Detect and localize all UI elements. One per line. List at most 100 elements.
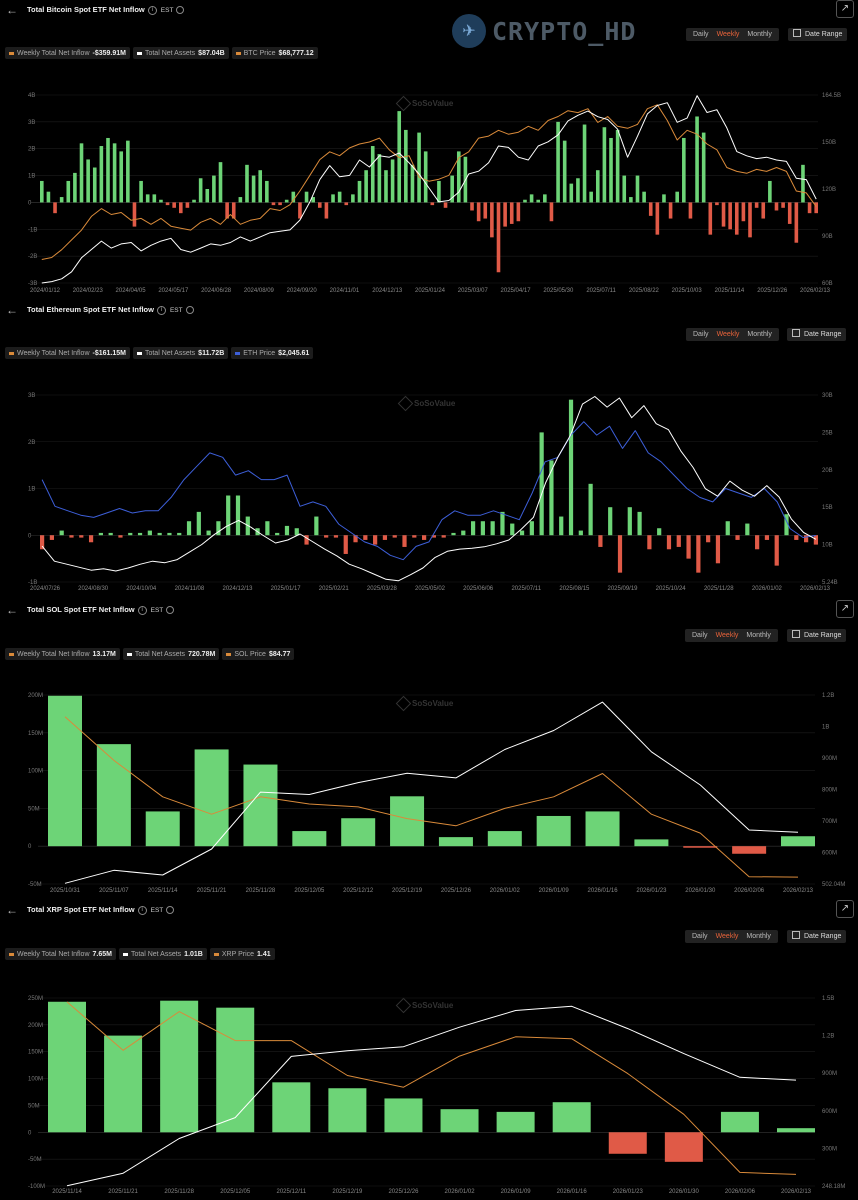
panel-header: ← Total Ethereum Spot ETF Net Inflow i EST bbox=[0, 300, 858, 320]
price-line bbox=[64, 716, 799, 878]
x-tick-label: 2024/04/05 bbox=[116, 288, 147, 294]
outflow-bar bbox=[431, 535, 436, 538]
date-range-button[interactable]: Date Range bbox=[787, 930, 847, 943]
tab-weekly[interactable]: Weekly bbox=[715, 933, 739, 940]
info-icon[interactable]: i bbox=[156, 305, 166, 315]
inflow-bar bbox=[510, 523, 515, 536]
tab-daily[interactable]: Daily bbox=[693, 31, 709, 38]
date-range-button[interactable]: Date Range bbox=[788, 28, 848, 41]
tab-daily[interactable]: Daily bbox=[692, 933, 708, 940]
outflow-bar bbox=[490, 202, 494, 238]
panel-header: ← Total Bitcoin Spot ETF Net Inflow i EST … bbox=[0, 0, 858, 20]
share-icon[interactable]: ↗ bbox=[836, 600, 854, 618]
back-arrow-icon[interactable]: ← bbox=[6, 903, 18, 917]
sosovalue-watermark: SoSoValue bbox=[395, 95, 453, 112]
tab-weekly[interactable]: Weekly bbox=[715, 632, 739, 639]
inflow-bar bbox=[218, 162, 223, 203]
tab-daily[interactable]: Daily bbox=[693, 331, 709, 338]
y-tick-label-right: 20B bbox=[822, 468, 833, 474]
outflow-bar bbox=[430, 202, 435, 206]
inflow-bar bbox=[258, 170, 263, 203]
legend-swatch bbox=[235, 51, 241, 55]
legend-net-assets[interactable]: Total Net Assets $87.04B bbox=[132, 47, 229, 59]
outflow-bar bbox=[706, 535, 711, 543]
legend-swatch bbox=[226, 652, 232, 656]
legend-net-assets[interactable]: Total Net Assets 720.78M bbox=[122, 648, 220, 660]
outflow-bar bbox=[676, 535, 681, 547]
inflow-bar bbox=[588, 483, 593, 536]
legend-net-inflow[interactable]: Weekly Total Net Inflow -$359.91M bbox=[5, 47, 130, 59]
tab-monthly[interactable]: Monthly bbox=[746, 632, 771, 639]
info-icon[interactable]: i bbox=[137, 605, 147, 615]
x-tick-label: 2025/12/05 bbox=[294, 888, 325, 894]
inflow-bar bbox=[578, 530, 583, 536]
legend-price[interactable]: ETH Price $2,045.61 bbox=[231, 347, 314, 359]
share-icon[interactable]: ↗ bbox=[836, 0, 854, 18]
legend-net-inflow[interactable]: Weekly Total Net Inflow 7.65M bbox=[5, 948, 116, 960]
legend-price[interactable]: XRP Price 1.41 bbox=[209, 948, 275, 960]
inflow-bar bbox=[294, 528, 299, 536]
inflow-bar bbox=[206, 530, 211, 536]
outflow-bar bbox=[231, 202, 236, 219]
date-range-button[interactable]: Date Range bbox=[787, 328, 847, 341]
legend-value: $2,045.61 bbox=[278, 349, 310, 357]
sosovalue-watermark: SoSoValue bbox=[395, 695, 453, 712]
tab-monthly[interactable]: Monthly bbox=[747, 31, 772, 38]
outflow-bar bbox=[647, 535, 652, 550]
date-range-label: Date Range bbox=[805, 31, 843, 38]
inflow-bar bbox=[461, 530, 466, 536]
legend: Weekly Total Net Inflow -$359.91M Total N… bbox=[5, 47, 318, 59]
legend-net-inflow[interactable]: Weekly Total Net Inflow -$161.15M bbox=[5, 347, 130, 359]
back-arrow-icon[interactable]: ← bbox=[6, 3, 18, 17]
legend-price[interactable]: SOL Price $84.77 bbox=[222, 648, 295, 660]
clock-icon[interactable] bbox=[166, 906, 175, 915]
outflow-bar bbox=[787, 202, 792, 224]
tab-weekly[interactable]: Weekly bbox=[716, 331, 740, 338]
y-tick-label-right: 150B bbox=[822, 140, 836, 146]
y-tick-label-right: 5.24B bbox=[822, 580, 838, 586]
outflow-bar bbox=[324, 202, 329, 219]
net-assets-line bbox=[66, 1005, 797, 1187]
tab-monthly[interactable]: Monthly bbox=[746, 933, 771, 940]
x-tick-label: 2026/01/23 bbox=[636, 888, 667, 894]
clock-icon[interactable] bbox=[185, 306, 194, 315]
share-icon[interactable]: ↗ bbox=[836, 900, 854, 918]
calendar-icon bbox=[792, 931, 800, 939]
tab-daily[interactable]: Daily bbox=[692, 632, 708, 639]
outflow-bar bbox=[373, 535, 378, 545]
eth-panel: ← Total Ethereum Spot ETF Net Inflow i EST… bbox=[0, 300, 858, 600]
legend-label: BTC Price bbox=[243, 49, 276, 57]
legend-net-assets[interactable]: Total Net Assets 1.01B bbox=[118, 948, 207, 960]
tab-monthly[interactable]: Monthly bbox=[747, 331, 772, 338]
brand-watermark: ✈ CRYPTO_HD bbox=[452, 14, 636, 48]
info-icon[interactable]: i bbox=[147, 5, 157, 15]
back-arrow-icon[interactable]: ← bbox=[6, 603, 18, 617]
y-tick-label-left: -100M bbox=[28, 1184, 45, 1190]
inflow-bar bbox=[167, 532, 172, 536]
outflow-bar bbox=[69, 535, 74, 538]
x-tick-label: 2026/01/09 bbox=[539, 888, 570, 894]
back-arrow-icon[interactable]: ← bbox=[6, 303, 18, 317]
legend-price[interactable]: BTC Price $68,777.12 bbox=[231, 47, 318, 59]
outflow-bar bbox=[483, 202, 488, 219]
legend-net-assets[interactable]: Total Net Assets $11.72B bbox=[132, 347, 229, 359]
inflow-bar bbox=[104, 1035, 143, 1133]
y-tick-label-right: 1B bbox=[822, 725, 829, 731]
legend-net-inflow[interactable]: Weekly Total Net Inflow 13.17M bbox=[5, 648, 120, 660]
info-icon[interactable]: i bbox=[137, 905, 147, 915]
inflow-bar bbox=[137, 532, 143, 536]
inflow-bar bbox=[251, 175, 256, 203]
date-range-button[interactable]: Date Range bbox=[787, 629, 847, 642]
y-tick-label-right: 25B bbox=[822, 430, 833, 436]
inflow-bar bbox=[390, 796, 425, 847]
tab-weekly[interactable]: Weekly bbox=[716, 31, 740, 38]
y-tick-label-left: 50M bbox=[28, 1103, 40, 1109]
legend-swatch bbox=[136, 351, 142, 355]
clock-icon[interactable] bbox=[166, 606, 175, 615]
y-tick-label-left: -50M bbox=[28, 1157, 42, 1163]
inflow-bar bbox=[159, 199, 163, 203]
inflow-bar bbox=[265, 180, 269, 203]
inflow-bar bbox=[549, 460, 554, 536]
outflow-bar bbox=[132, 202, 137, 227]
clock-icon[interactable] bbox=[176, 6, 185, 15]
